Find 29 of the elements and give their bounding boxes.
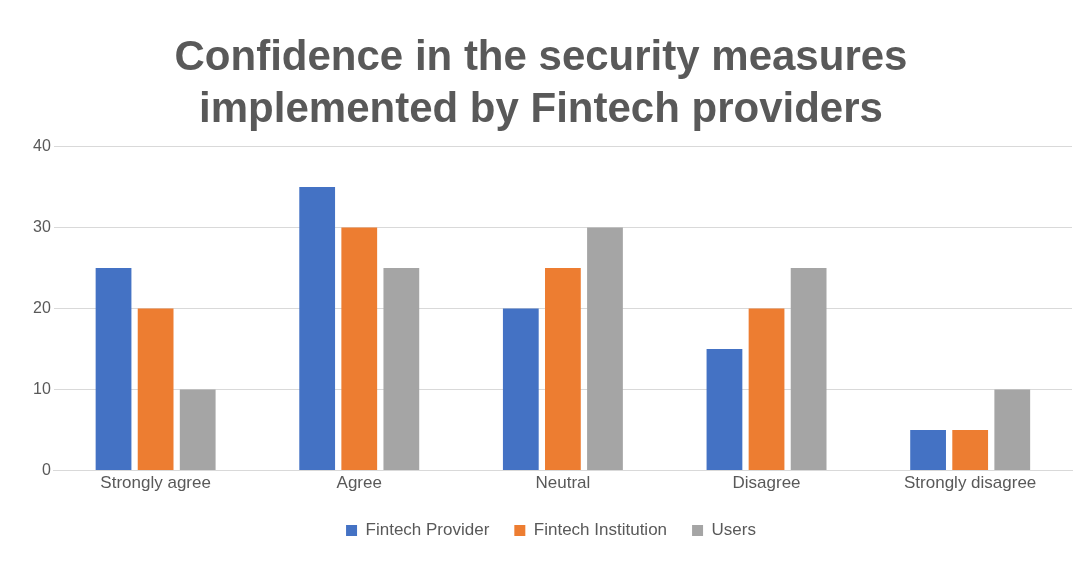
bar: [952, 430, 989, 471]
x-tick-label: Neutral: [535, 473, 591, 493]
x-tick-label: Strongly disagree: [904, 473, 1037, 493]
legend-label: Fintech Institution: [533, 520, 668, 540]
bar: [179, 389, 216, 471]
bar: [706, 349, 743, 471]
bar: [95, 268, 132, 471]
bar: [748, 308, 785, 471]
bar: [341, 227, 378, 471]
y-tick-label: 30: [33, 218, 51, 236]
bar: [994, 389, 1031, 471]
chart-title: Confidence in the security measures implemented by Fintech providers: [173, 31, 909, 133]
bar: [137, 308, 174, 471]
bar: [502, 308, 539, 471]
bar: [910, 430, 946, 471]
legend-label: Users: [711, 520, 756, 540]
bar: [790, 268, 827, 471]
y-tick-label: 10: [33, 380, 51, 398]
y-tick-label: 40: [33, 137, 51, 155]
x-tick-label: Agree: [336, 473, 382, 493]
x-tick-label: Strongly agree: [100, 473, 211, 493]
bar: [383, 268, 420, 471]
bar: [545, 268, 581, 471]
bar: [299, 187, 336, 471]
x-tick-label: Disagree: [732, 473, 801, 493]
y-tick-label: 20: [33, 299, 51, 317]
y-tick-label: 0: [41, 461, 51, 479]
legend-label: Fintech Provider: [365, 520, 490, 540]
bar: [587, 227, 623, 471]
